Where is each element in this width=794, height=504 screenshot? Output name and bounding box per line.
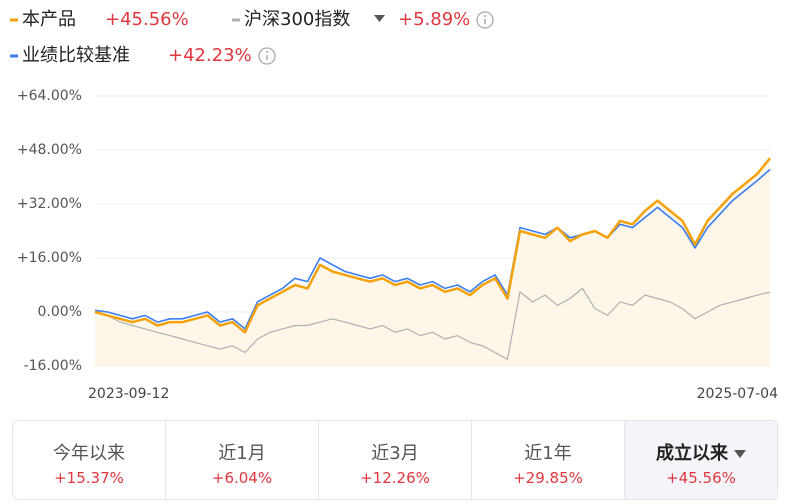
y-tick-label: -16.00% bbox=[24, 358, 82, 374]
period-tab[interactable]: 近1年 +29.85% bbox=[472, 421, 625, 499]
info-icon bbox=[484, 15, 486, 17]
period-tabs: 今年以来 +15.37% 近1月 +6.04% 近3月 +12.26% 近1年 +29.85%… bbox=[12, 420, 778, 500]
legend: 本产品 +45.56% 沪深300指数 +5.89% 业绩比较基准 +42.23% bbox=[10, 9, 494, 66]
tab-return: +6.04% bbox=[211, 469, 273, 487]
info-icon[interactable] bbox=[258, 47, 276, 65]
y-tick-label: +48.00% bbox=[17, 142, 82, 158]
tab-label: 近1月 bbox=[166, 439, 318, 464]
tab-return: +45.56% bbox=[666, 469, 736, 487]
x-end-label: 2025-07-04 bbox=[697, 386, 778, 402]
legend-value: +45.56% bbox=[105, 9, 189, 30]
legend-label: 沪深300指数 bbox=[244, 9, 350, 30]
tab-return: +15.37% bbox=[54, 469, 124, 487]
series-line bbox=[94, 287, 771, 360]
period-tab[interactable]: 近1月 +6.04% bbox=[166, 421, 319, 499]
info-icon bbox=[266, 51, 268, 53]
period-tab[interactable]: 今年以来 +15.37% bbox=[13, 421, 166, 499]
y-tick-label: 0.00% bbox=[38, 304, 82, 320]
x-start-label: 2023-09-12 bbox=[88, 386, 169, 402]
y-tick-label: +32.00% bbox=[17, 196, 82, 212]
legend-label: 本产品 bbox=[22, 9, 76, 30]
plot: +64.00% +48.00% +32.00% +16.00% 0.00% -16.00% bbox=[17, 88, 771, 374]
tab-return: +29.85% bbox=[513, 469, 583, 487]
dropdown-arrow bbox=[734, 450, 746, 458]
legend-value: +5.89% bbox=[398, 9, 470, 30]
dropdown-arrow[interactable] bbox=[374, 15, 385, 22]
chart: 本产品 +45.56% 沪深300指数 +5.89% 业绩比较基准 +42.23% +64… bbox=[10, 9, 778, 402]
tab-label-text: 近1月 bbox=[218, 443, 266, 464]
tab-label-text: 今年以来 bbox=[53, 443, 125, 464]
tab-label-text: 近3月 bbox=[371, 443, 419, 464]
tab-label: 近1年 bbox=[472, 439, 624, 464]
series-line bbox=[94, 157, 771, 334]
tab-label-text: 成立以来 bbox=[656, 443, 728, 464]
tab-label: 成立以来 bbox=[625, 439, 777, 464]
tab-label: 今年以来 bbox=[13, 439, 165, 464]
period-tab[interactable]: 成立以来 +45.56% bbox=[625, 421, 777, 499]
y-tick-label: +16.00% bbox=[17, 250, 82, 266]
y-tick-label: +64.00% bbox=[17, 88, 82, 104]
legend-value: +42.23% bbox=[168, 45, 252, 66]
period-tab[interactable]: 近3月 +12.26% bbox=[319, 421, 472, 499]
series-line bbox=[94, 168, 771, 330]
legend-label: 业绩比较基准 bbox=[22, 45, 130, 66]
tab-return: +12.26% bbox=[360, 469, 430, 487]
info-icon[interactable] bbox=[476, 11, 494, 29]
area bbox=[95, 158, 770, 366]
tab-label: 近3月 bbox=[319, 439, 471, 464]
tab-label-text: 近1年 bbox=[524, 443, 572, 464]
